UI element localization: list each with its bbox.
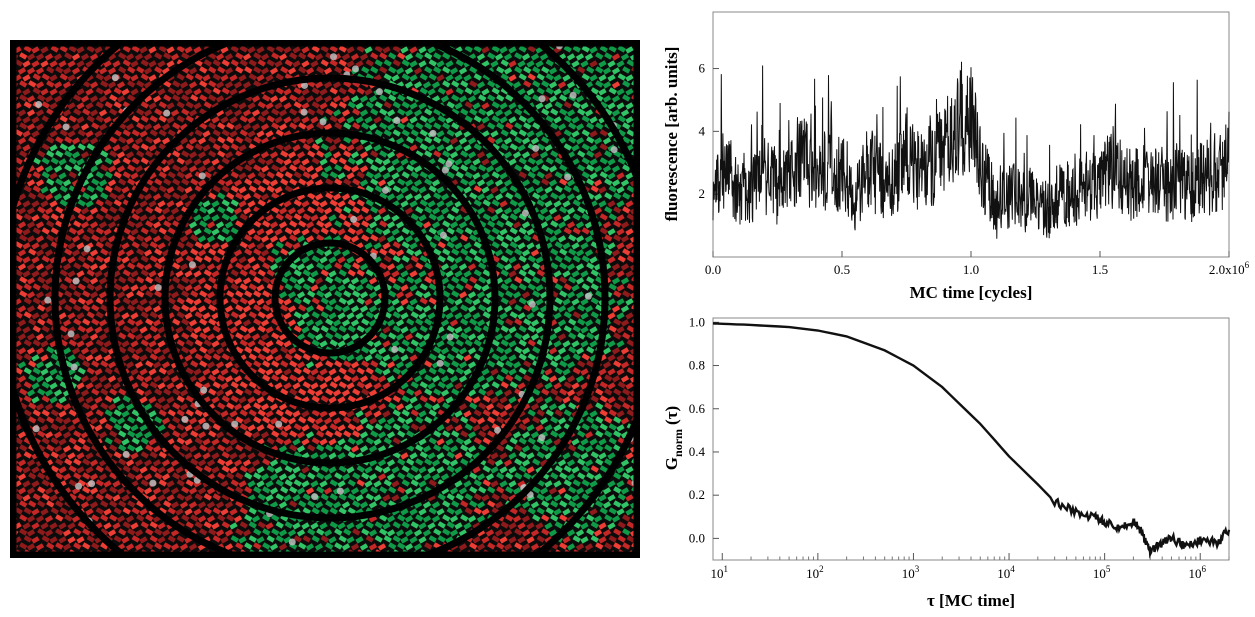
trace-x-tick-label: 2.0x106 [1209, 260, 1250, 277]
trace-y-axis-title: fluorescence [arb. units] [662, 47, 681, 222]
acf-y-tick-label: 0.4 [689, 444, 706, 459]
acf-x-axis-title: τ [MC time] [927, 591, 1015, 610]
trace-x-tick-label: 1.5 [1092, 262, 1108, 277]
autocorrelation-chart: 101 102 103 104 105 106 0.0 0.2 0.4 0.6 0.8 1.0 τ [… [655, 306, 1255, 612]
acf-x-tick-exponent: 1 [724, 564, 729, 574]
acf-y-axis-title: Gnorm (τ) [662, 406, 685, 470]
trace-x-tick-exponent: 6 [1245, 260, 1250, 270]
acf-y-tick-label: 0.2 [689, 487, 705, 502]
acf-x-tick-label: 102 [806, 564, 824, 581]
trace-y-tick-label: 2 [699, 186, 706, 201]
acf-y-axis-main: G [662, 457, 681, 470]
acf-x-tick-exponent: 5 [1106, 564, 1111, 574]
acf-svg: 101 102 103 104 105 106 0.0 0.2 0.4 0.6 0.8 1.0 τ [… [655, 306, 1255, 612]
trace-y-tick-label: 6 [699, 61, 706, 76]
acf-x-tick-label: 105 [1093, 564, 1111, 581]
acf-x-tick-label: 106 [1188, 564, 1206, 581]
acf-y-axis-suffix: (τ) [662, 406, 681, 425]
acf-y-axis-subscript: norm [671, 429, 685, 457]
acf-x-tick-label: 101 [711, 564, 729, 581]
acf-x-tick-exponent: 4 [1010, 564, 1015, 574]
acf-x-tick-exponent: 6 [1201, 564, 1206, 574]
lattice-image [10, 40, 640, 558]
acf-series-line [713, 323, 1229, 554]
acf-x-tick-exponent: 2 [819, 564, 824, 574]
acf-y-tick-label: 0.6 [689, 401, 706, 416]
acf-x-tick-label: 103 [902, 564, 920, 581]
trace-y-tick-label: 4 [699, 123, 706, 138]
acf-y-tick-label: 0.8 [689, 358, 705, 373]
acf-y-tick-label: 1.0 [689, 314, 705, 329]
acf-y-tick-label: 0.0 [689, 530, 705, 545]
trace-series-line [713, 62, 1229, 239]
acf-x-tick-label: 104 [997, 564, 1015, 581]
trace-x-tick-label: 1.0 [963, 262, 979, 277]
simulation-snapshot [10, 40, 640, 558]
acf-plot-frame [713, 318, 1229, 560]
trace-x-tick-label: 0.0 [705, 262, 721, 277]
trace-x-axis-title: MC time [cycles] [910, 283, 1033, 302]
acf-x-tick-exponent: 3 [915, 564, 920, 574]
trace-x-tick-label: 0.5 [834, 262, 850, 277]
